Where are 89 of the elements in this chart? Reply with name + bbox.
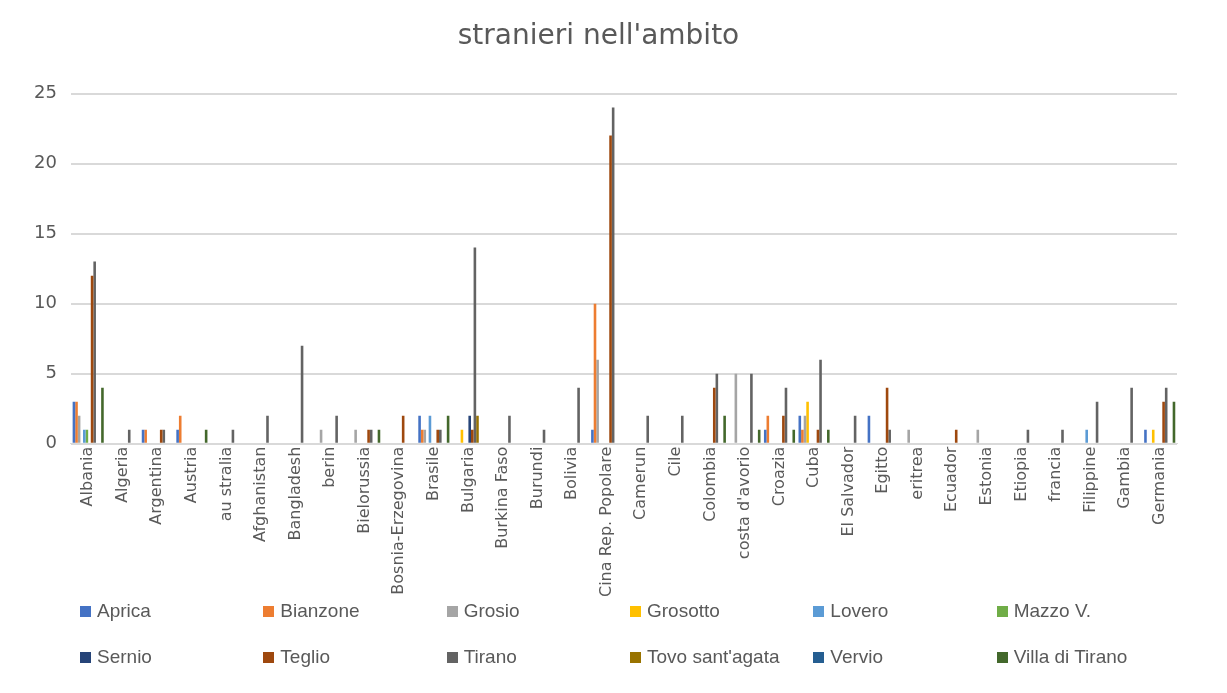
bar [723, 415, 726, 443]
y-tick-label: 25 [34, 81, 57, 103]
bar [596, 359, 599, 443]
bar [418, 415, 421, 443]
bar [476, 415, 479, 443]
x-tick-label: Cuba [803, 446, 823, 488]
x-tick-label: Etiopia [1010, 446, 1030, 502]
bar [508, 415, 511, 443]
x-tick-label: au stralia [215, 446, 235, 522]
bar [354, 429, 357, 443]
y-tick-label: 10 [34, 291, 57, 313]
x-tick-label: Gambia [1114, 446, 1134, 509]
bar [954, 429, 958, 443]
bar [680, 415, 684, 443]
bar [827, 429, 830, 443]
legend-label: Teglio [280, 646, 330, 668]
x-tick-label: Bangladesh [284, 446, 304, 541]
bar [782, 415, 785, 443]
x-tick-label: Ecuador [941, 446, 961, 513]
bar [591, 429, 594, 443]
x-tick-label: Colombia [699, 446, 719, 522]
bar [801, 429, 804, 443]
legend-label: Tovo sant'agata [646, 646, 780, 668]
bar [577, 387, 580, 443]
legend-label: Mazzo V. [1013, 600, 1092, 622]
bar [763, 429, 767, 443]
x-tick-label: Afghanistan [250, 446, 270, 542]
x-tick-label: Egitto [872, 446, 892, 494]
x-tick-label: Bolivia [561, 446, 581, 501]
x-tick-label: Algeria [111, 446, 131, 503]
bar [907, 429, 910, 443]
x-tick-label: Estonia [976, 446, 996, 506]
bar [792, 429, 796, 443]
bar [609, 135, 612, 443]
bar [101, 387, 104, 443]
bar [93, 261, 96, 443]
chart-title: stranieri nell'ambito [457, 18, 740, 52]
x-tick-label: Bielorussia [353, 446, 373, 534]
x-tick-label: Germania [1148, 446, 1168, 525]
bar [1162, 401, 1165, 443]
x-tick-label: Burkina Faso [492, 446, 512, 549]
bar [646, 415, 650, 443]
y-tick-label: 5 [45, 361, 57, 383]
bar [266, 415, 269, 443]
bar [176, 429, 179, 443]
y-tick-label: 20 [34, 151, 57, 173]
x-tick-label: Albania [77, 446, 97, 507]
legend-label: Lovero [830, 600, 889, 622]
bar [127, 429, 131, 443]
bar [806, 401, 809, 443]
legend-label: Vervio [830, 646, 884, 668]
bar [178, 415, 182, 443]
x-tick-label: eritrea [906, 446, 926, 500]
bar [1085, 429, 1088, 443]
bar [1130, 387, 1133, 443]
x-tick-label: Bulgaria [457, 446, 477, 514]
bar [468, 415, 471, 443]
x-tick-label: Bosnia-Erzegovina [388, 446, 408, 595]
bar [819, 359, 822, 443]
x-tick-label: francia [1045, 446, 1065, 502]
x-tick-label: Argentina [146, 446, 166, 525]
x-tick-label: Cile [664, 446, 684, 477]
bar [471, 429, 474, 443]
y-tick-label: 0 [45, 431, 57, 453]
x-tick-label: Camerun [630, 446, 650, 520]
legend-label: Grosotto [646, 600, 720, 622]
bar [750, 373, 753, 443]
bar [1144, 429, 1147, 443]
x-tick-label: costa d'avorio [734, 446, 754, 560]
legend-label: Sernio [97, 646, 152, 668]
x-tick-label: El Salvador [837, 446, 857, 537]
x-tick-label: Burundi [526, 446, 546, 510]
x-tick-label: Croazia [768, 446, 788, 507]
bar [888, 429, 891, 443]
x-tick-label: Filippine [1079, 446, 1099, 513]
bar [335, 415, 338, 443]
bar [1061, 429, 1064, 443]
x-tick-label: Brasile [423, 446, 442, 502]
x-tick-label: Cina Rep. Popolare [595, 446, 615, 598]
legend-label: Bianzone [280, 600, 360, 622]
bar [712, 387, 716, 443]
x-tick-label: Austria [181, 446, 201, 504]
x-tick-label: berin [319, 446, 339, 488]
legend-label: Grosio [463, 600, 520, 622]
legend-label: Aprica [97, 600, 151, 622]
legend-label: Tirano [463, 646, 517, 668]
legend-label: Villa di Tirano [1013, 646, 1128, 668]
y-tick-label: 15 [34, 221, 57, 243]
bar [1151, 429, 1155, 443]
